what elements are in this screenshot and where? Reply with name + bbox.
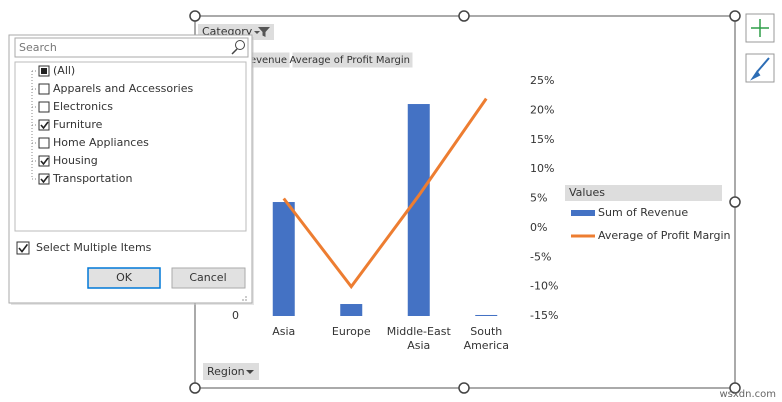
item-checkbox[interactable] — [38, 137, 50, 149]
handles — [189, 10, 741, 394]
brush-icon — [750, 57, 770, 81]
handle[interactable] — [189, 10, 201, 22]
bar — [475, 314, 498, 316]
y2-tick-label: 20% — [530, 103, 554, 116]
item-checkbox[interactable] — [38, 101, 50, 113]
search-icon — [235, 40, 245, 50]
side-buttons — [745, 13, 775, 83]
check-mark — [40, 121, 49, 130]
line — [282, 97, 488, 290]
axis-field-label: Region — [207, 365, 245, 378]
y2-tick-label: 0% — [530, 221, 547, 234]
item-label: Housing — [53, 154, 98, 167]
item-label: Electronics — [53, 100, 113, 113]
resize-grip — [242, 296, 247, 301]
check-mark — [40, 175, 49, 184]
handle[interactable] — [729, 10, 741, 22]
handle[interactable] — [189, 382, 201, 394]
multi-select-checkbox[interactable] — [16, 241, 30, 255]
item-list — [14, 61, 247, 232]
item-checkbox[interactable] — [38, 155, 50, 167]
y2-tick-label: -5% — [530, 250, 551, 263]
legend-header — [565, 185, 722, 201]
value-field-label: Average of Profit Margin — [290, 55, 410, 66]
y2-tick-label: 25% — [530, 74, 554, 87]
cancel-button[interactable] — [171, 267, 246, 289]
ok-label: OK — [116, 271, 133, 284]
bar — [272, 202, 295, 316]
bar — [340, 304, 363, 316]
filter-icon — [254, 27, 270, 37]
item-label: Home Appliances — [53, 136, 149, 149]
item-label: Apparels and Accessories — [53, 82, 193, 95]
check-mark — [18, 243, 29, 253]
watermark: wsxdn.com — [719, 389, 776, 400]
handle[interactable] — [729, 196, 741, 208]
item-label: Furniture — [53, 118, 103, 131]
handle[interactable] — [458, 10, 470, 22]
x-tick-label: South America — [464, 325, 509, 352]
search-icon-handle — [231, 48, 238, 55]
y2-tick-label: -10% — [530, 280, 558, 293]
y2-tick-label: 15% — [530, 133, 554, 146]
mixed-mark — [41, 68, 47, 74]
legend-title: Values — [569, 186, 605, 199]
y2-tick-label: -15% — [530, 309, 558, 322]
handle[interactable] — [729, 382, 741, 394]
axis-field-button[interactable] — [203, 363, 259, 380]
y-tick-label: 0 — [232, 309, 239, 322]
filter-panel: Search OK Cancel (All) Apparels and Acces… — [8, 34, 254, 305]
item-checkbox[interactable] — [38, 83, 50, 95]
legend-label: Average of Profit Margin — [598, 229, 731, 242]
x-tick-label: Europe — [332, 325, 371, 338]
legend-label: Sum of Revenue — [598, 206, 688, 219]
y2-tick-label: 10% — [530, 162, 554, 175]
item-checkbox[interactable] — [38, 119, 50, 131]
cancel-label: Cancel — [189, 271, 226, 284]
x-tick-label: Asia — [272, 325, 295, 338]
item-label: Transportation — [52, 172, 132, 185]
ok-button[interactable] — [87, 267, 161, 289]
legend-swatch — [571, 210, 595, 216]
item-label: (All) — [53, 64, 75, 77]
bar — [407, 104, 430, 316]
x-tick-label: Middle-East Asia — [387, 325, 452, 352]
item-checkbox[interactable] — [38, 173, 50, 185]
handle[interactable] — [458, 382, 470, 394]
multi-select-label: Select Multiple Items — [36, 241, 152, 254]
plus-icon — [751, 19, 769, 37]
check-mark — [40, 157, 49, 166]
search-box[interactable] — [14, 37, 249, 58]
y2-tick-label: 5% — [530, 192, 547, 205]
value-field-button[interactable] — [291, 51, 414, 69]
dropdown-arrow — [246, 370, 254, 374]
search-placeholder: Search — [19, 41, 57, 54]
